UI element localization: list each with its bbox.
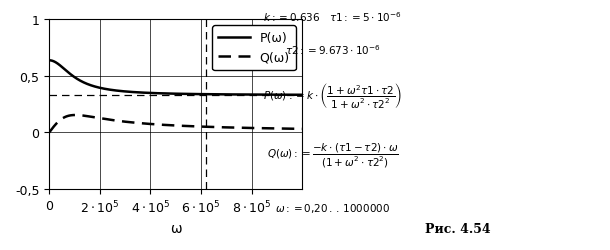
Text: $k := 0.636 \quad \tau1 := 5 \cdot 10^{-6}$: $k := 0.636 \quad \tau1 := 5 \cdot 10^{-… bbox=[263, 11, 402, 24]
Q(ω) bbox=[198, 126, 205, 128]
Text: $\omega := 0{,}20\,.\,.\,1000000$: $\omega := 0{,}20\,.\,.\,1000000$ bbox=[275, 201, 390, 214]
P(ω) bbox=[106, 89, 113, 92]
P(ω) bbox=[46, 60, 53, 62]
Q(ω) bbox=[233, 127, 240, 130]
Line: P(ω): P(ω) bbox=[49, 61, 302, 96]
Q(ω) bbox=[106, 119, 113, 122]
Q(ω) bbox=[46, 132, 53, 134]
Text: $\tau2 := 9.673 \cdot 10^{-6}$: $\tau2 := 9.673 \cdot 10^{-6}$ bbox=[285, 43, 380, 57]
Q(ω) bbox=[143, 123, 150, 126]
Legend: P(ω), Q(ω): P(ω), Q(ω) bbox=[212, 26, 296, 71]
Q(ω) bbox=[72, 114, 79, 117]
P(ω) bbox=[233, 94, 240, 96]
Line: Q(ω): Q(ω) bbox=[49, 116, 302, 133]
Q(ω) bbox=[183, 125, 190, 128]
P(ω) bbox=[63, 70, 70, 73]
Text: $P(\omega) := k \cdot \left(\dfrac{1 + \omega^2\tau1 \cdot \tau2}{1 + \omega^2 \: $P(\omega) := k \cdot \left(\dfrac{1 + \… bbox=[263, 80, 402, 110]
Q(ω) bbox=[63, 116, 70, 118]
Text: Рис. 4.54: Рис. 4.54 bbox=[425, 222, 490, 235]
Text: $Q(\omega) := \dfrac{-k \cdot (\tau1 - \tau2) \cdot \omega}{(1 + \omega^2 \cdot : $Q(\omega) := \dfrac{-k \cdot (\tau1 - \… bbox=[267, 141, 398, 169]
Q(ω) bbox=[298, 128, 306, 131]
P(ω) bbox=[143, 92, 150, 95]
P(ω) bbox=[298, 94, 306, 97]
P(ω) bbox=[198, 93, 205, 96]
X-axis label: ω: ω bbox=[170, 221, 182, 235]
P(ω) bbox=[183, 93, 190, 96]
